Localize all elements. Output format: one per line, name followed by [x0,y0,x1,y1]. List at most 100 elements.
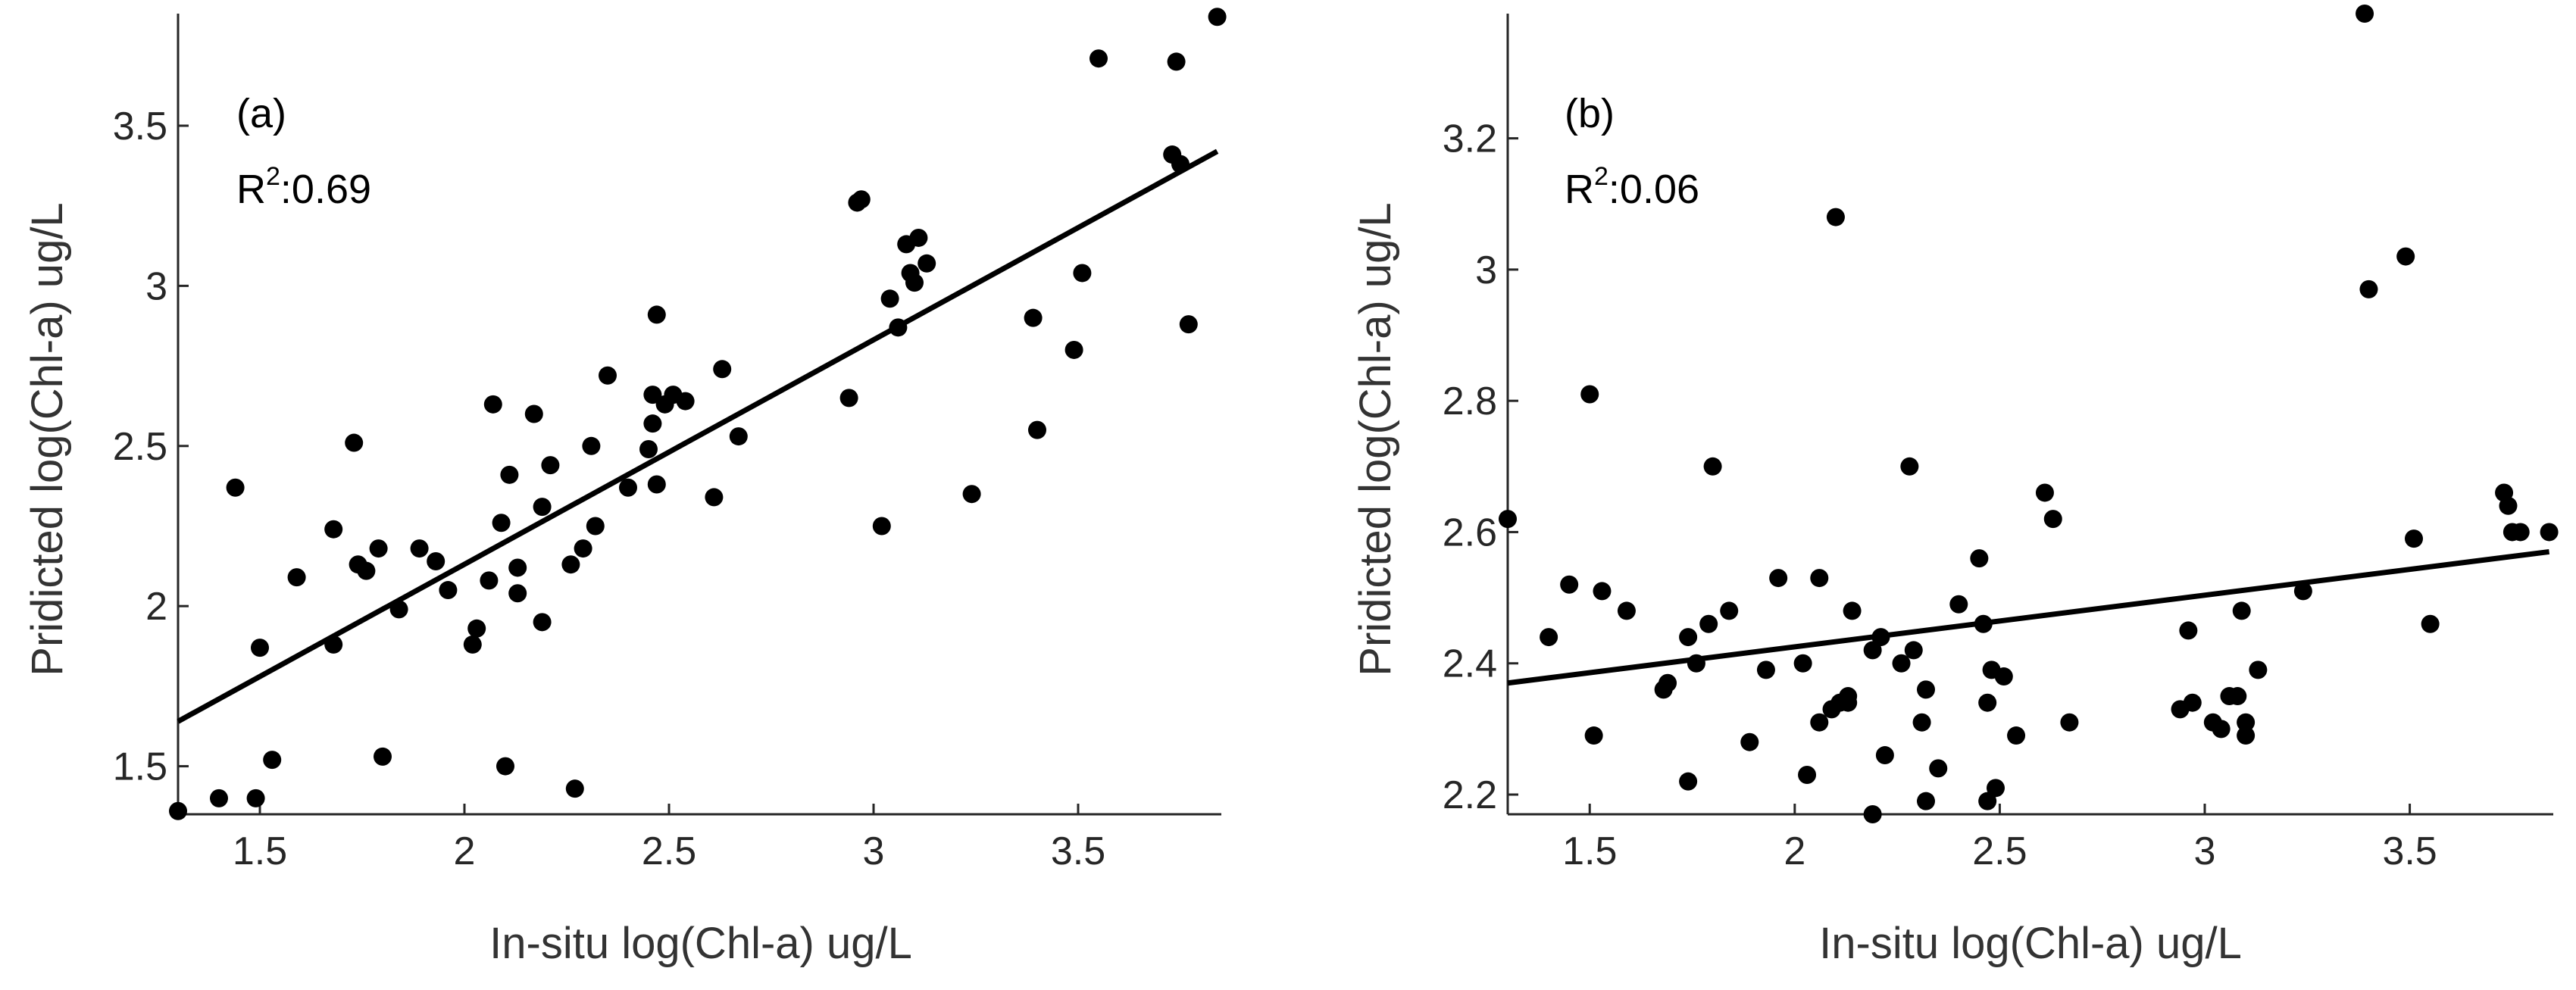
data-point [1912,713,1931,732]
data-point [839,389,858,408]
data-point [586,517,605,536]
data-point [1769,569,1788,588]
data-point [324,520,343,539]
y-axis-label: Pridicted log(Chl-a) ug/L [23,202,72,676]
x-tick-label: 1.5 [1562,829,1617,873]
data-point [2396,247,2415,266]
data-point [1687,654,1705,673]
data-point [357,561,376,580]
data-point [492,514,511,532]
data-point [2540,523,2559,542]
y-tick-label: 2.8 [1443,379,1497,423]
data-point [439,581,458,600]
data-point [2060,713,2079,732]
data-point [533,613,552,632]
data-point [467,619,486,638]
x-tick-label: 2.5 [1972,829,2027,873]
data-point [2183,693,2202,712]
data-point [1917,680,1935,699]
data-point [1679,772,1698,791]
data-point [1793,654,1812,673]
data-point [647,305,666,324]
data-point [2228,687,2247,706]
y-tick-label: 2 [145,585,167,629]
data-point [918,254,936,273]
data-point [410,539,429,558]
data-point [533,498,552,517]
data-point [1949,595,1968,614]
data-point [1892,654,1911,673]
data-point [169,801,187,820]
data-point [962,485,981,504]
y-tick-label: 3.2 [1443,117,1497,161]
x-tick-label: 1.5 [233,829,287,873]
data-point [2511,523,2530,542]
data-point [1970,549,1989,568]
data-point [643,386,662,404]
y-tick-label: 1.5 [113,745,167,789]
x-tick-label: 3 [2194,829,2216,873]
x-tick-label: 2 [454,829,476,873]
data-point [1987,779,2005,798]
data-point [1863,805,1882,823]
x-tick-label: 3.5 [1051,829,1105,873]
data-point [524,404,543,423]
data-point [2232,601,2251,620]
y-tick-label: 3.5 [113,105,167,148]
x-tick-label: 2.5 [642,829,696,873]
data-point [1499,510,1517,529]
data-point [2035,483,2054,502]
data-point [1540,628,1558,647]
data-point [508,584,527,603]
data-point [1028,420,1046,439]
data-point [2237,726,2256,745]
data-point [565,779,584,798]
data-point [2212,720,2231,739]
y-tick-label: 3 [145,264,167,308]
data-point [2293,582,2312,601]
data-point [287,568,306,587]
data-point [2356,5,2374,23]
r-squared-annotation: R2:0.69 [236,162,371,212]
data-point [1798,766,1817,785]
data-point [676,392,695,411]
data-point [1658,673,1677,692]
data-point [582,436,601,455]
data-point [1593,582,1612,601]
data-point [1580,385,1599,404]
panel-label: (a) [236,91,286,136]
panel-b: 1.5 2 2.5 3 3.5 2.2 2.4 2.6 2.8 3 3.2 (b) R2:0.06… [1351,5,2559,968]
data-point [496,757,514,776]
data-point [647,475,666,494]
data-point [389,600,408,619]
data-point [541,456,560,475]
data-point [1875,746,1894,765]
data-point [1826,208,1845,226]
data-point [2249,661,2268,679]
data-point [483,395,502,414]
data-point [1810,569,1829,588]
x-tick-label: 2 [1784,829,1805,873]
data-point [1208,8,1227,27]
data-point [2007,726,2026,745]
data-point [905,273,924,292]
x-tick-label: 3 [863,829,885,873]
data-point [1073,264,1092,283]
data-point [2405,529,2423,548]
data-point [1617,601,1636,620]
data-point [1740,732,1759,751]
data-point [369,539,388,558]
data-point [1089,49,1108,68]
data-point [246,789,265,807]
data-point [1679,628,1698,647]
data-point [574,539,592,558]
data-point [1167,52,1186,71]
data-point [374,747,392,766]
x-axis-label: In-situ log(Chl-a) ug/L [489,919,912,968]
data-point [1871,628,1890,647]
data-point [508,558,527,577]
r-squared-annotation: R2:0.06 [1565,162,1699,212]
data-point [872,517,891,536]
data-point [1900,457,1919,476]
data-point [226,478,245,497]
